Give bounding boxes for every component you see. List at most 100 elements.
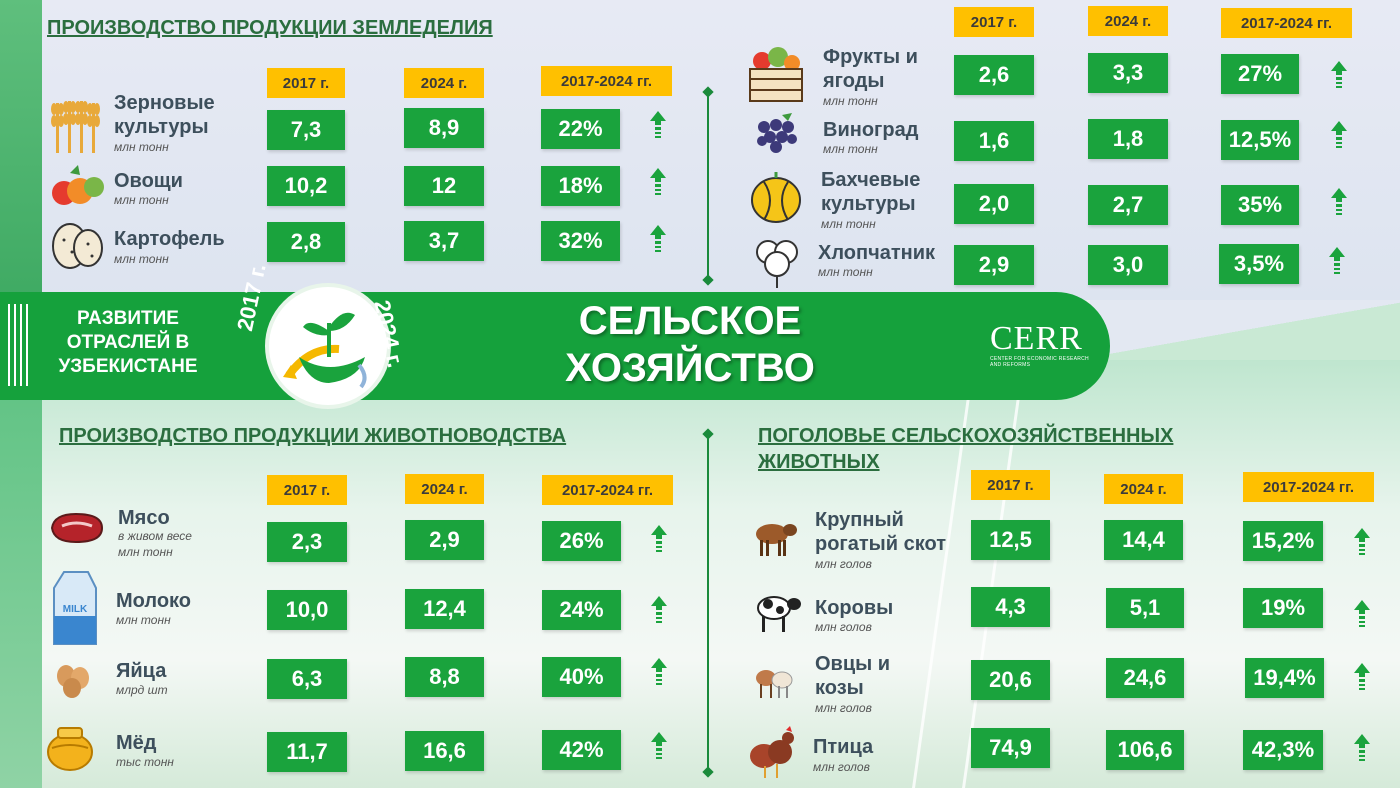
growth-logo	[265, 283, 391, 409]
milk-icon-text: MILK	[63, 604, 88, 615]
product-label: Мясо	[118, 507, 170, 529]
crop-label: Бахчевые культуры	[821, 169, 921, 215]
value-2024: 14,4	[1104, 520, 1183, 560]
sprout-hand-icon	[283, 312, 367, 389]
value-2024: 3,0	[1088, 245, 1168, 285]
change-value: 15,2%	[1243, 521, 1323, 561]
honey-icon	[47, 727, 93, 771]
animal-label: Коровы	[815, 597, 894, 619]
change-value: 22%	[541, 109, 620, 149]
change-value: 42%	[542, 730, 621, 770]
value-2024: 2,7	[1088, 185, 1168, 225]
crop-label: Хлопчатник	[818, 242, 935, 264]
value-2017: 10,0	[267, 590, 347, 630]
value-2024: 8,8	[405, 657, 484, 697]
year-2017-header: 2017 г.	[267, 68, 345, 98]
crop-unit: млн тонн	[114, 140, 169, 154]
milk-icon: MILK	[53, 571, 97, 645]
year-2017-header: 2017 г.	[971, 470, 1050, 500]
value-2024: 24,6	[1106, 658, 1184, 698]
potato-icon	[52, 223, 103, 269]
change-value: 18%	[541, 166, 620, 206]
bottom-background	[0, 360, 1400, 788]
eggs-icon	[57, 665, 89, 698]
change-value: 26%	[542, 521, 621, 561]
change-value: 19%	[1243, 588, 1323, 628]
value-2024: 3,7	[404, 221, 484, 261]
crop-unit: млн тонн	[114, 193, 169, 207]
product-label: Яйца	[116, 660, 167, 682]
change-value: 24%	[542, 590, 621, 630]
fruit-basket-icon	[749, 47, 803, 102]
meat-icon	[50, 512, 104, 544]
crop-label: Зерновые культуры	[114, 92, 215, 138]
product-label: Молоко	[116, 590, 191, 612]
year-2017-header: 2017 г.	[954, 7, 1034, 37]
change-value: 12,5%	[1221, 120, 1299, 160]
title-band	[0, 292, 1110, 400]
up-arrow-icon	[651, 658, 667, 685]
value-2017: 2,6	[954, 55, 1034, 95]
animal-unit: млн голов	[815, 701, 872, 715]
product-label: Мёд	[116, 732, 157, 754]
sheep-goat-icon	[756, 670, 793, 698]
up-arrow-icon	[650, 111, 666, 138]
change-header: 2017-2024 гг.	[541, 66, 672, 96]
up-arrow-icon	[1331, 61, 1347, 88]
product-unit-line1: в живом весе	[118, 529, 192, 543]
crop-unit: млн тонн	[823, 94, 878, 108]
change-header: 2017-2024 гг.	[1243, 472, 1374, 502]
value-2024: 3,3	[1088, 53, 1168, 93]
change-value: 19,4%	[1245, 658, 1324, 698]
crop-label: Овощи	[114, 170, 183, 192]
crops-section-title: ПРОИЗВОДСТВО ПРОДУКЦИИ ЗЕМЛЕДЕЛИЯ	[47, 17, 493, 39]
herd-section-title: ПОГОЛОВЬЕ СЕЛЬСКОХОЗЯЙСТВЕННЫХ ЖИВОТНЫХ	[758, 425, 1174, 473]
animal-label: Птица	[813, 736, 874, 758]
livestock-section-title: ПРОИЗВОДСТВО ПРОДУКЦИИ ЖИВОТНОВОДСТВА	[59, 425, 567, 447]
value-2017: 12,5	[971, 520, 1050, 560]
year-2024-header: 2024 г.	[1104, 474, 1183, 504]
value-2017: 2,3	[267, 522, 347, 562]
decor-wedge	[1090, 300, 1400, 360]
value-2017: 2,0	[954, 184, 1034, 224]
melon-icon	[751, 172, 801, 223]
change-header: 2017-2024 гг.	[542, 475, 673, 505]
grapes-icon	[757, 113, 797, 153]
change-value: 40%	[542, 657, 621, 697]
value-2017: 11,7	[267, 732, 347, 772]
decor-strip	[0, 400, 42, 788]
up-arrow-icon	[651, 732, 667, 759]
year-2024-header: 2024 г.	[405, 474, 484, 504]
product-unit: млн тонн	[118, 545, 173, 559]
value-2024: 106,6	[1106, 730, 1184, 770]
value-2024: 1,8	[1088, 119, 1168, 159]
cotton-icon	[756, 240, 798, 288]
up-arrow-icon	[1354, 600, 1370, 627]
band-subtitle: РАЗВИТИЕ ОТРАСЛЕЙ В УЗБЕКИСТАНЕ	[58, 308, 198, 377]
change-value: 42,3%	[1243, 730, 1323, 770]
value-2024: 16,6	[405, 731, 484, 771]
animal-label: Овцы и козы	[815, 653, 891, 699]
value-2024: 2,9	[405, 520, 484, 560]
value-2017: 74,9	[971, 728, 1050, 768]
animal-unit: млн голов	[815, 620, 872, 634]
value-2017: 4,3	[971, 587, 1050, 627]
product-unit: млн тонн	[116, 613, 171, 627]
up-arrow-icon	[1354, 663, 1370, 690]
poultry-icon	[750, 726, 794, 778]
product-unit: млрд шт	[116, 683, 168, 697]
crop-unit: млн тонн	[818, 265, 873, 279]
value-2017: 6,3	[267, 659, 347, 699]
divider	[707, 92, 709, 280]
change-header: 2017-2024 гг.	[1221, 8, 1352, 38]
value-2017: 20,6	[971, 660, 1050, 700]
crop-unit: млн тонн	[821, 217, 876, 231]
value-2017: 2,9	[954, 245, 1034, 285]
animal-unit: млн голов	[815, 557, 872, 571]
change-value: 3,5%	[1219, 244, 1299, 284]
up-arrow-icon	[650, 225, 666, 252]
change-value: 27%	[1221, 54, 1299, 94]
cerr-logo-name: CERR	[990, 320, 1083, 357]
value-2017: 10,2	[267, 166, 345, 206]
value-2024: 5,1	[1106, 588, 1184, 628]
